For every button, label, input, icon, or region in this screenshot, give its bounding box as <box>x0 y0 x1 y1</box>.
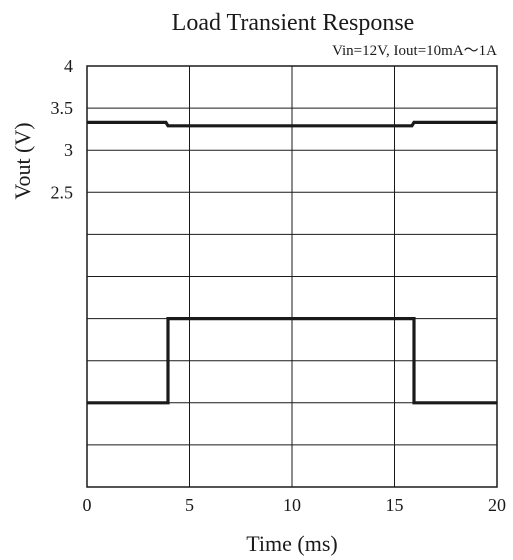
y-tick-label: 2.5 <box>51 182 74 202</box>
x-tick-label: 5 <box>185 495 194 515</box>
chart-title: Load Transient Response <box>172 10 415 36</box>
x-tick-labels: 0 5 10 15 20 <box>83 495 507 515</box>
series-line-vout <box>87 120 497 128</box>
series-layer <box>87 120 497 405</box>
y-tick-label: 4 <box>64 56 73 76</box>
x-axis-label: Time (ms) <box>246 531 337 556</box>
x-tick-label: 15 <box>386 495 404 515</box>
y-tick-label: 3.5 <box>51 98 74 118</box>
y-tick-labels: 4 3.5 3 2.5 <box>51 56 74 202</box>
x-tick-label: 20 <box>488 495 506 515</box>
grid <box>87 66 497 487</box>
chart-subtitle: Vin=12V, Iout=10mA～1A <box>332 43 497 59</box>
series-line-load-step <box>87 317 497 405</box>
plot-frame <box>86 65 498 488</box>
x-tick-label: 10 <box>283 495 301 515</box>
y-tick-label: 3 <box>64 140 73 160</box>
x-tick-label: 0 <box>83 495 92 515</box>
y-axis-label: Vout (V) <box>10 122 35 199</box>
